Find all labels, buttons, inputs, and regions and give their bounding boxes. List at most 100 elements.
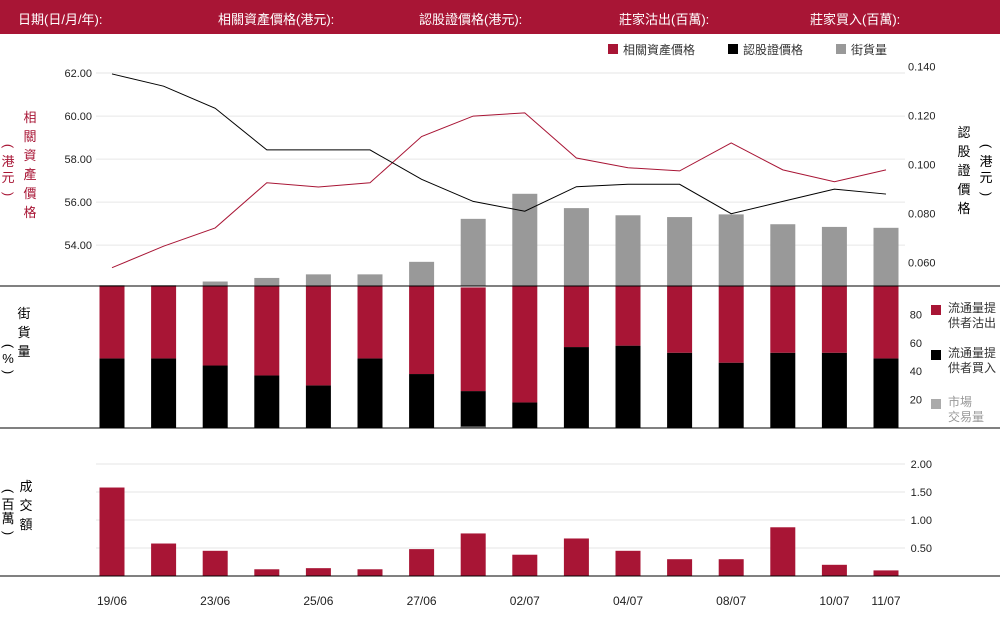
outstanding-bar xyxy=(563,208,589,286)
mm-buy-bar xyxy=(770,352,796,428)
volume-axis-unit: ( 百萬) xyxy=(1,489,16,535)
right-tick-label: 0.060 xyxy=(908,258,936,270)
mm-buy-bar xyxy=(563,347,589,428)
axis-title-char: 成 xyxy=(19,479,32,494)
mm-sell-bar xyxy=(202,286,228,366)
axis-title-char: 港 xyxy=(1,154,14,169)
x-tick-label: 27/06 xyxy=(407,594,437,608)
axis-title-char: ( xyxy=(1,344,16,349)
mm-buy-bar xyxy=(254,375,280,428)
axis-title-char: ) xyxy=(1,370,16,374)
turnover-bar xyxy=(770,527,796,576)
axis-title-char: 萬 xyxy=(1,511,14,526)
turnover-bar xyxy=(460,533,486,576)
underlying-price-line xyxy=(111,112,887,269)
axis-title-char: ) xyxy=(1,531,16,535)
mm-sell-bar xyxy=(615,286,641,346)
legend-swatch xyxy=(728,44,738,54)
outstanding-bar xyxy=(821,226,847,286)
mm-axis-title: 街貨量 xyxy=(17,306,30,359)
turnover-bar xyxy=(667,559,693,576)
warrant-price-label: 認股證價格(港元): xyxy=(419,12,523,27)
axis-title-char: ( xyxy=(1,144,16,149)
axis-title-char: 產 xyxy=(23,167,36,182)
mm-buy-bar xyxy=(667,352,693,428)
outstanding-bar xyxy=(873,227,899,286)
outstanding-bar xyxy=(615,215,641,286)
mm-sell-bar xyxy=(305,286,331,386)
x-tick-label: 04/07 xyxy=(613,594,643,608)
x-tick-label: 25/06 xyxy=(303,594,333,608)
mm-buy-bar xyxy=(512,402,538,428)
mm-buy-bar xyxy=(202,365,228,428)
turnover-bar xyxy=(718,559,744,576)
mm-sell-label: 莊家沽出(百萬): xyxy=(619,12,710,27)
legend-label: 相關資產價格 xyxy=(623,42,695,57)
mm-buy-bar xyxy=(873,358,899,428)
axis-title-char: 量 xyxy=(17,344,30,359)
mm-tick-label: 20 xyxy=(910,395,922,407)
turnover-bar xyxy=(254,569,280,576)
volume-tick-label: 2.00 xyxy=(911,459,932,471)
mm-buy-bar xyxy=(409,374,435,428)
mm-buy-bar xyxy=(305,385,331,428)
right-axis-unit: (港元) xyxy=(979,144,994,196)
turnover-bar xyxy=(615,550,641,576)
left-tick-label: 60.00 xyxy=(64,111,92,123)
turnover-bar xyxy=(409,549,435,576)
axis-title-char: ( xyxy=(1,489,16,494)
volume-tick-label: 0.50 xyxy=(911,543,932,555)
outstanding-bar xyxy=(718,214,744,286)
turnover-bar xyxy=(202,550,228,576)
mm-sell-bar xyxy=(512,286,538,403)
warrant-price-line xyxy=(111,73,887,215)
right-axis-title: 認股證價格 xyxy=(957,125,970,216)
market-volume-bar xyxy=(460,426,486,428)
mm-buy-bar xyxy=(151,358,177,428)
axis-title-char: 街 xyxy=(17,306,30,321)
axis-title-char: 元 xyxy=(979,170,992,185)
axis-title-char: 貨 xyxy=(17,325,30,340)
mm-sell-bar xyxy=(254,286,280,376)
x-tick-label: 10/07 xyxy=(819,594,849,608)
turnover-bar xyxy=(305,568,331,576)
axis-title-char: ( xyxy=(979,144,994,149)
axis-title-char: 價 xyxy=(957,182,970,197)
mm-sell-bar xyxy=(821,286,847,353)
mm-legend-label: 供者沽出 xyxy=(948,316,996,330)
axis-title-char: 港 xyxy=(979,154,992,169)
legend-swatch xyxy=(836,44,846,54)
outstanding-bar xyxy=(202,281,228,286)
mm-buy-bar xyxy=(357,358,383,428)
outstanding-bar xyxy=(409,261,435,286)
turnover-bar xyxy=(821,564,847,576)
x-tick-label: 23/06 xyxy=(200,594,230,608)
axis-title-char: 證 xyxy=(957,163,970,178)
axis-title-char: 認 xyxy=(957,125,970,140)
axis-title-char: 關 xyxy=(23,129,36,144)
mm-legend-label: 流通量提 xyxy=(948,300,996,315)
mm-tick-label: 40 xyxy=(910,366,922,378)
outstanding-bar xyxy=(305,274,331,286)
axis-title-char: 元 xyxy=(1,170,14,185)
mm-sell-bar xyxy=(873,286,899,359)
turnover-bar xyxy=(99,487,125,576)
right-tick-label: 0.080 xyxy=(908,209,936,221)
axis-title-char: 價 xyxy=(23,186,36,201)
right-tick-label: 0.140 xyxy=(908,62,936,74)
left-tick-label: 58.00 xyxy=(64,154,92,166)
axis-title-char: 百 xyxy=(1,497,14,512)
axis-title-char: % xyxy=(2,351,14,366)
outstanding-bar xyxy=(254,277,280,286)
turnover-bar xyxy=(873,570,899,576)
mm-sell-bar xyxy=(99,286,125,359)
underlying-price-label: 相關資產價格(港元): xyxy=(218,12,335,27)
left-axis-title: 相關資產價格 xyxy=(23,110,36,220)
left-tick-label: 56.00 xyxy=(64,197,92,209)
turnover-bar xyxy=(512,554,538,576)
x-tick-label: 02/07 xyxy=(510,594,540,608)
axis-title-char: 股 xyxy=(957,144,970,159)
mm-sell-bar xyxy=(357,286,383,359)
date-label: 日期(日/月/年): xyxy=(18,12,103,27)
